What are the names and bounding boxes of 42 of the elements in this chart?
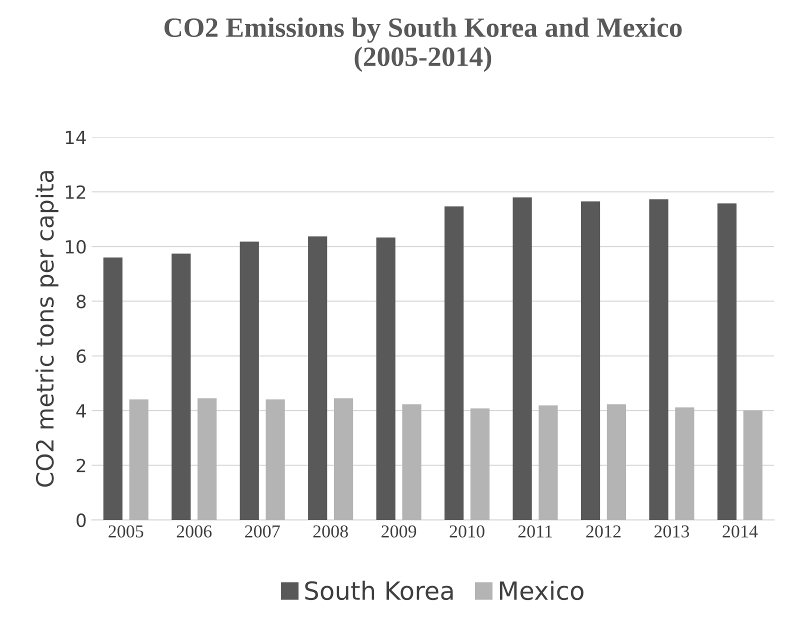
bar xyxy=(266,399,285,520)
bar xyxy=(240,242,259,520)
bar xyxy=(376,238,396,520)
bar xyxy=(512,197,532,520)
x-tick-label: 2007 xyxy=(245,525,280,538)
bar xyxy=(334,398,354,520)
y-tick-label: 2 xyxy=(76,458,86,472)
y-tick-label: 6 xyxy=(76,349,86,364)
y-tick-label: 0 xyxy=(76,513,86,528)
bar xyxy=(717,203,737,520)
y-axis-title: CO2 metric tons per capita xyxy=(36,171,58,487)
x-tick-label: 2012 xyxy=(586,525,621,538)
x-tick-label: 2006 xyxy=(176,525,212,538)
bar xyxy=(308,236,328,520)
x-tick-label: 2008 xyxy=(313,525,348,538)
y-tick-label: 14 xyxy=(66,130,86,144)
bar xyxy=(129,399,148,520)
bar xyxy=(580,201,600,520)
y-tick-label: 10 xyxy=(66,240,86,254)
x-tick-label: 2013 xyxy=(654,525,690,538)
y-tick-label: 8 xyxy=(76,294,86,308)
bar xyxy=(402,404,422,520)
bar xyxy=(606,404,626,520)
chart-title: CO2 Emissions by South Korea and Mexico (2005-2014) xyxy=(164,18,682,72)
y-tick-label: 12 xyxy=(66,185,86,199)
bar xyxy=(743,410,762,520)
legend-label: Mexico xyxy=(500,580,584,600)
bar xyxy=(675,407,694,520)
bar xyxy=(538,405,558,520)
bar xyxy=(444,206,464,520)
x-tick-label: 2011 xyxy=(518,525,552,538)
bar xyxy=(172,254,191,520)
bar xyxy=(470,408,490,520)
bar xyxy=(103,257,122,520)
y-tick-label: 4 xyxy=(76,404,86,418)
x-tick-label: 2010 xyxy=(450,525,484,538)
bar xyxy=(198,398,217,520)
legend-label: South Korea xyxy=(305,580,453,600)
x-tick-label: 2009 xyxy=(382,525,416,538)
x-tick-label: 2005 xyxy=(108,525,144,538)
x-tick-label: 2014 xyxy=(722,525,758,538)
bar xyxy=(649,199,668,520)
